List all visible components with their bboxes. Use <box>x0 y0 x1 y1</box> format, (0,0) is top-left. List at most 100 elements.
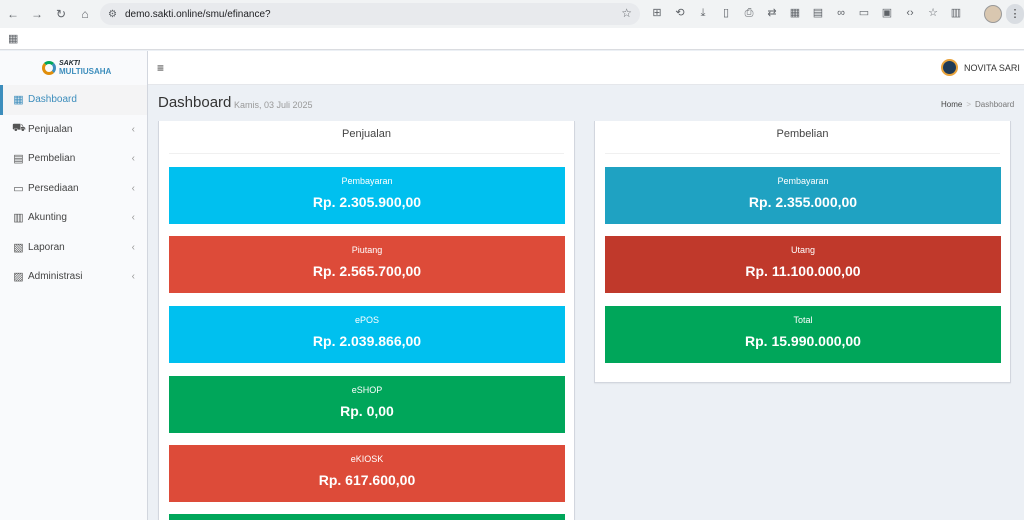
tile-label: Pembayaran <box>341 176 393 186</box>
penjualan-panel: Penjualan Pembayaran Rp. 2.305.900,00 Pi… <box>158 121 575 520</box>
qr-code-icon[interactable]: ▦ <box>789 7 801 19</box>
tile-label: ePOS <box>354 315 379 325</box>
tile-pembelian-total[interactable]: Total Rp. 15.990.000,00 <box>605 306 1001 363</box>
url-text: demo.sakti.online/smu/efinance? <box>124 8 271 20</box>
panel-divider <box>169 153 564 154</box>
reader-mode-icon[interactable]: ▤ <box>812 7 824 19</box>
history-icon[interactable]: ⟲ <box>675 7 685 19</box>
chevron-left-icon: ‹ <box>131 271 135 282</box>
reload-icon[interactable]: ↻ <box>55 7 67 21</box>
dashboard-icon: ▦ <box>13 94 24 107</box>
sidebar-item-label: Pembelian <box>28 153 76 165</box>
tile-label: eKIOSK <box>350 454 384 464</box>
apps-grid-icon[interactable]: ▦ <box>8 33 19 45</box>
site-info-icon[interactable]: ⚙ <box>108 8 117 20</box>
chevron-left-icon: ‹ <box>131 212 135 223</box>
trash-icon[interactable]: ▯ <box>722 7 730 19</box>
page-title: Dashboard <box>158 94 232 111</box>
chevron-left-icon: ‹ <box>131 123 135 135</box>
sidebar-item-label: Persediaan <box>28 182 79 194</box>
sidebar-item-laporan[interactable]: ▧ Laporan ‹ <box>0 233 147 263</box>
logo-text-line1: SAKTI <box>59 60 80 67</box>
tile-value: Rp. 11.100.000,00 <box>745 263 861 279</box>
cast-icon[interactable]: ▭ <box>858 7 870 19</box>
sidebar-item-akunting[interactable]: ▥ Akunting ‹ <box>0 203 147 233</box>
tile-value: Rp. 15.990.000,00 <box>745 333 861 349</box>
sidebar-item-label: Penjualan <box>28 123 73 135</box>
tile-value: Rp. 2.039.866,00 <box>312 333 422 349</box>
tile-value: Rp. 2.355.000,00 <box>748 194 858 210</box>
tile-penjualan-epos[interactable]: ePOS Rp. 2.039.866,00 <box>169 306 565 363</box>
sidebar-item-label: Laporan <box>28 241 65 253</box>
bookmarks-bar: ▦ <box>0 28 1024 50</box>
app-logo[interactable]: SAKTI MULTIUSAHA <box>0 51 147 85</box>
sidebar-item-dashboard[interactable]: ▦ Dashboard <box>0 85 147 115</box>
tile-penjualan-partial[interactable] <box>169 514 565 520</box>
tile-value: Rp. 617.600,00 <box>318 472 416 488</box>
home-icon[interactable]: ⌂ <box>81 7 89 21</box>
download-icon[interactable]: ⤓ <box>700 7 706 19</box>
bookmark-star-icon[interactable]: ☆ <box>621 6 632 20</box>
sidebar-item-pembelian[interactable]: ▤ Pembelian ‹ <box>0 144 147 174</box>
sidebar-item-label: Dashboard <box>28 94 77 106</box>
tile-penjualan-ekiosk[interactable]: eKIOSK Rp. 617.600,00 <box>169 445 565 502</box>
tile-label: Total <box>793 315 813 325</box>
tile-label: Pembayaran <box>777 176 829 186</box>
tile-value: Rp. 2.305.900,00 <box>312 194 422 210</box>
back-icon[interactable]: ← <box>7 7 19 21</box>
forward-icon[interactable]: → <box>31 7 43 21</box>
user-name[interactable]: NOVITA SARI <box>964 63 1020 73</box>
profile-avatar[interactable] <box>984 5 1002 23</box>
side-panel-icon[interactable]: ▥ <box>950 7 962 19</box>
page-date: Kamis, 03 Juli 2025 <box>234 100 313 110</box>
tile-penjualan-pembayaran[interactable]: Pembayaran Rp. 2.305.900,00 <box>169 167 565 224</box>
link-icon[interactable]: ∞ <box>837 7 845 19</box>
breadcrumb-separator: > <box>966 100 972 109</box>
top-navbar: ≡ NOVITA SARI <box>148 51 1024 85</box>
chevron-left-icon: ‹ <box>131 241 135 253</box>
logo-mark-icon <box>42 61 56 75</box>
chevron-left-icon: ‹ <box>131 182 135 194</box>
breadcrumb: Home > Dashboard <box>941 100 1014 109</box>
tile-label: Piutang <box>351 245 383 255</box>
document-icon: ▤ <box>13 153 24 166</box>
sidebar-item-label: Administrasi <box>28 271 83 283</box>
tile-label: eSHOP <box>351 385 383 395</box>
sidebar-item-penjualan[interactable]: ⛟ Penjualan ‹ <box>0 115 147 145</box>
sidebar: SAKTI MULTIUSAHA ▦ Dashboard ⛟ Penjualan… <box>0 51 148 520</box>
translate-icon[interactable]: ⇄ <box>767 7 777 19</box>
favorites-icon[interactable]: ☆ <box>928 7 938 19</box>
browser-menu-icon[interactable]: ⋮ <box>1006 4 1024 24</box>
panel-title: Penjualan <box>342 128 391 140</box>
tile-label: Utang <box>790 245 816 255</box>
sidebar-item-administrasi[interactable]: ▨ Administrasi ‹ <box>0 262 147 292</box>
browser-toolbar: ← → ↻ ⌂ ⚙ demo.sakti.online/smu/efinance… <box>0 0 1024 28</box>
chevron-left-icon: ‹ <box>131 153 135 164</box>
sidebar-item-persediaan[interactable]: ▭ Persediaan ‹ <box>0 174 147 204</box>
breadcrumb-current: Dashboard <box>975 100 1015 109</box>
admin-icon: ▨ <box>13 271 24 284</box>
panel-title: Pembelian <box>776 128 829 140</box>
cart-icon: ⛟ <box>12 122 26 135</box>
tile-penjualan-piutang[interactable]: Piutang Rp. 2.565.700,00 <box>169 236 565 293</box>
pembelian-panel: Pembelian Pembayaran Rp. 2.355.000,00 Ut… <box>594 121 1011 383</box>
sidebar-item-label: Akunting <box>28 212 67 224</box>
tile-penjualan-eshop[interactable]: eSHOP Rp. 0,00 <box>169 376 565 433</box>
report-icon: ▧ <box>13 241 24 254</box>
address-bar[interactable]: ⚙ demo.sakti.online/smu/efinance? ☆ <box>100 3 640 25</box>
panel-divider <box>605 153 1000 154</box>
tile-value: Rp. 0,00 <box>340 403 394 419</box>
inventory-icon: ▭ <box>13 182 24 195</box>
print-icon[interactable]: ⎙ <box>744 7 754 19</box>
tile-pembelian-utang[interactable]: Utang Rp. 11.100.000,00 <box>605 236 1001 293</box>
sidebar-toggle-icon[interactable]: ≡ <box>157 61 165 75</box>
tab-icon[interactable]: ▣ <box>881 7 893 19</box>
code-icon[interactable]: ‹› <box>906 7 914 19</box>
extension-icons: ⊞ ⟲ ⤓ ▯ ⎙ ⇄ ▦ ▤ ∞ ▭ ▣ ‹› ☆ ▥ <box>650 6 963 20</box>
breadcrumb-home[interactable]: Home <box>941 100 963 109</box>
user-avatar[interactable] <box>941 59 958 76</box>
tile-value: Rp. 2.565.700,00 <box>312 263 422 279</box>
accounting-icon: ▥ <box>13 212 24 225</box>
extension-icon[interactable]: ⊞ <box>652 7 662 19</box>
tile-pembelian-pembayaran[interactable]: Pembayaran Rp. 2.355.000,00 <box>605 167 1001 224</box>
